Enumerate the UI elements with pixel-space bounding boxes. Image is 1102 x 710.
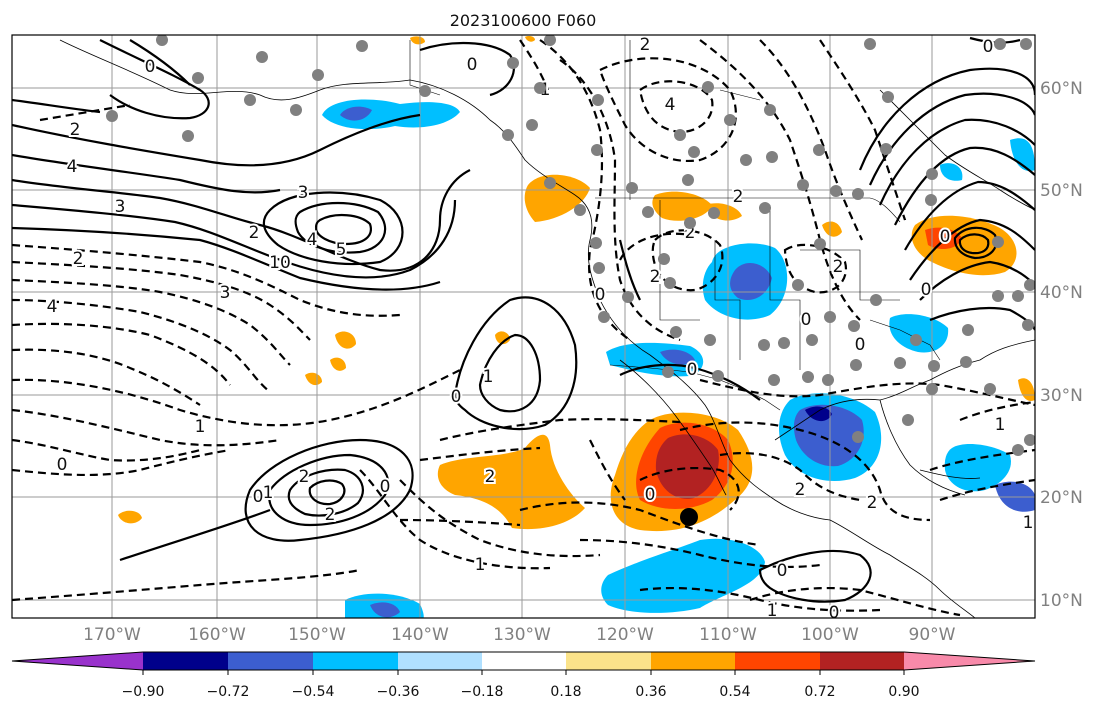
colorbar-segment — [566, 652, 651, 670]
lat-label: 30°N — [1040, 386, 1083, 406]
colorbar-tick: −0.18 — [461, 684, 504, 700]
contour-label: 2 — [73, 249, 84, 269]
colorbar-segment — [228, 652, 313, 670]
lon-label: 120°W — [596, 625, 654, 645]
colorbar-tick: 0.72 — [804, 684, 835, 700]
contour-label: 0 — [253, 487, 264, 507]
coastlines — [59, 39, 1035, 618]
colorbar-segment — [143, 652, 228, 670]
contour-label: 4 — [307, 230, 318, 250]
contour-label: 2 — [795, 480, 806, 500]
contour-label: 0 — [983, 37, 994, 57]
contour-label: 0 — [921, 280, 932, 300]
colorbar-segment — [482, 652, 566, 670]
colorbar-tick: −0.72 — [207, 684, 250, 700]
colorbar-segment — [820, 652, 904, 670]
lat-label: 50°N — [1040, 181, 1083, 201]
contour-label: 0 — [777, 561, 788, 581]
contour-label: 2 — [733, 187, 744, 207]
contour-label: 0 — [451, 387, 462, 407]
contour-label: 2 — [485, 467, 496, 487]
colorbar-tick: 0.36 — [635, 684, 666, 700]
contour-label: 5 — [336, 240, 347, 260]
lon-label: 150°W — [288, 625, 346, 645]
contour-label: 2 — [299, 467, 310, 487]
lon-label: 110°W — [699, 625, 757, 645]
latitude-labels: 60°N 50°N 40°N 30°N 20°N 10°N — [1040, 79, 1083, 611]
contour-label: 0 — [645, 485, 656, 505]
contour-label: 0 — [687, 360, 698, 380]
contour-label: 1 — [1023, 513, 1034, 533]
contour-label: 1 — [767, 601, 778, 621]
contour-label: 0 — [467, 55, 478, 75]
contour-label: 0 — [380, 477, 391, 497]
lon-label: 100°W — [801, 625, 859, 645]
colorbar-tick: −0.54 — [292, 684, 335, 700]
contour-label: 2 — [650, 267, 661, 287]
colorbar-extend-high — [904, 652, 1035, 670]
colorbar: −0.90 −0.72 −0.54 −0.36 −0.18 0.18 0.36 … — [11, 651, 1036, 700]
contour-label: 0 — [145, 57, 156, 77]
contour-label: 0 — [57, 455, 68, 475]
contour-label: 2 — [833, 257, 844, 277]
colorbar-tick: −0.36 — [377, 684, 420, 700]
contour-label: 2 — [867, 493, 878, 513]
contour-label: 1 — [195, 417, 206, 437]
contour-label: 2 — [325, 505, 336, 525]
contour-label: 4 — [47, 297, 58, 317]
lon-label: 140°W — [391, 625, 449, 645]
lon-label: 90°W — [909, 625, 956, 645]
contour-label: 1 — [475, 555, 486, 575]
map-frame — [11, 34, 1036, 619]
lon-label: 160°W — [188, 625, 246, 645]
contour-label: 3 — [115, 197, 126, 217]
colorbar-segment — [735, 652, 820, 670]
colorbar-tick: 0.18 — [550, 684, 581, 700]
center-dot — [680, 508, 698, 526]
contour-label: 0 — [595, 285, 606, 305]
contour-label: 0 — [940, 227, 951, 247]
lat-label: 40°N — [1040, 283, 1083, 303]
contour-label: 4 — [665, 95, 676, 115]
contour-label: 3 — [220, 283, 231, 303]
colorbar-segment — [651, 652, 735, 670]
contour-label: 4 — [67, 157, 78, 177]
contour-label: 2 — [249, 223, 260, 243]
colorbar-extend-low — [12, 652, 143, 670]
lon-label: 130°W — [493, 625, 551, 645]
station-dots — [106, 35, 1035, 456]
colorbar-tick: 0.90 — [888, 684, 919, 700]
lon-label: 170°W — [83, 625, 141, 645]
map-title: 2023100600 F060 — [450, 11, 597, 30]
contour-label: 1 — [483, 367, 494, 387]
lat-label: 10°N — [1040, 591, 1083, 611]
contour-label: 2 — [70, 120, 81, 140]
contour-label: 1 — [995, 415, 1006, 435]
map-area: 2 4 3 3 2 4 5 10 2 3 4 1 0 1 0 2 2 0 4 2… — [12, 35, 1035, 623]
colorbar-tick: 0.54 — [719, 684, 750, 700]
lat-label: 20°N — [1040, 488, 1083, 508]
lat-label: 60°N — [1040, 79, 1083, 99]
colorbar-tick: −0.90 — [122, 684, 165, 700]
contour-label: 0 — [855, 335, 866, 355]
contour-label: 1 — [263, 483, 274, 503]
colorbar-segment — [313, 652, 398, 670]
contour-label: 0 — [829, 603, 840, 623]
contour-label: 10 — [269, 253, 291, 273]
longitude-labels: 170°W 160°W 150°W 140°W 130°W 120°W 110°… — [83, 625, 956, 645]
colorbar-segment — [398, 652, 482, 670]
contour-label: 3 — [298, 183, 309, 203]
contour-label: 2 — [640, 35, 651, 55]
contour-label: 0 — [801, 310, 812, 330]
contour-lines — [12, 36, 1035, 617]
